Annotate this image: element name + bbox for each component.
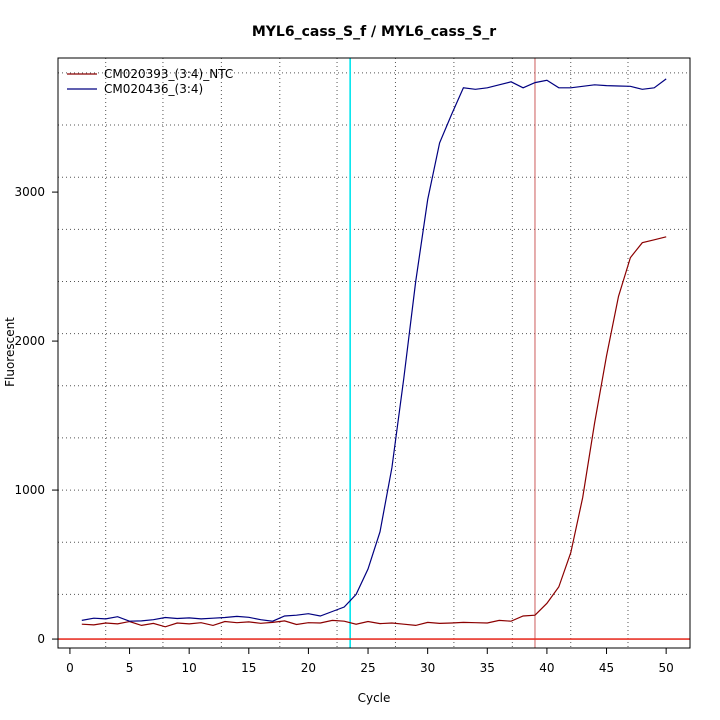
x-tick-label: 10 — [182, 661, 197, 675]
legend-entry: CM020393_(3:4)_NTC — [104, 67, 233, 81]
x-tick-label: 25 — [360, 661, 375, 675]
y-axis: 0 1000 2000 3000 — [14, 185, 58, 646]
y-tick-label: 1000 — [14, 483, 45, 497]
x-tick-label: 15 — [241, 661, 256, 675]
reference-lines — [58, 58, 690, 648]
series-lines — [81, 78, 667, 628]
y-axis-label: Fluorescent — [3, 317, 17, 387]
x-tick-label: 20 — [301, 661, 316, 675]
x-tick-label: 30 — [420, 661, 435, 675]
gridlines — [58, 58, 690, 648]
y-tick-label: 2000 — [14, 334, 45, 348]
legend-entry: CM020436_(3:4) — [104, 82, 203, 96]
chart-title: MYL6_cass_S_f / MYL6_cass_S_r — [252, 24, 496, 40]
x-tick-label: 40 — [539, 661, 554, 675]
x-tick-label: 50 — [659, 661, 674, 675]
x-axis-label: Cycle — [358, 691, 391, 705]
x-tick-label: 45 — [599, 661, 614, 675]
series-line — [81, 78, 667, 622]
x-tick-label: 0 — [66, 661, 74, 675]
y-tick-label: 0 — [37, 632, 45, 646]
x-axis: 0 5 10 15 20 25 30 35 40 45 50 — [66, 648, 674, 675]
x-tick-label: 35 — [480, 661, 495, 675]
series-line — [81, 236, 667, 628]
y-tick-label: 3000 — [14, 185, 45, 199]
plot-frame — [57, 57, 691, 649]
x-tick-label: 5 — [126, 661, 134, 675]
